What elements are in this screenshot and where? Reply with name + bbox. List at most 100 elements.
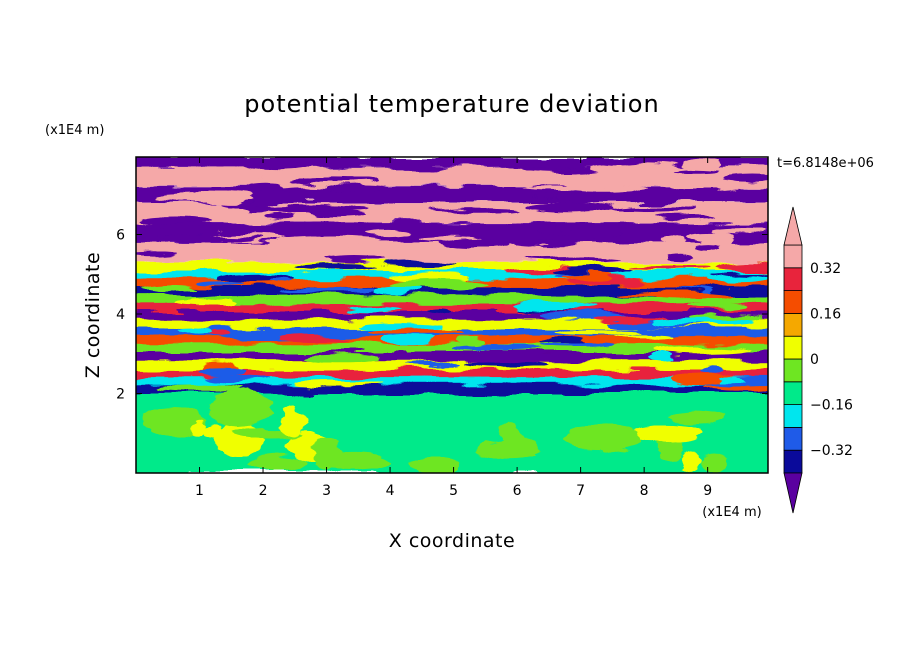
field-blob	[562, 424, 642, 451]
colorbar-label: 0.16	[810, 306, 841, 322]
field-filament	[276, 237, 381, 246]
field-filament	[156, 384, 245, 393]
field-filament	[456, 337, 486, 347]
field-layer	[136, 377, 768, 387]
field-layer	[136, 336, 768, 346]
field-filament	[263, 213, 294, 219]
field-layer	[136, 222, 768, 243]
y-axis-label: Z coordinate	[82, 252, 104, 378]
time-label: t=6.8148e+06	[777, 156, 874, 171]
field-filament	[311, 209, 367, 216]
colorbar-swatch	[783, 358, 803, 383]
field-filament	[480, 252, 511, 259]
field-filament	[330, 340, 383, 350]
field-filament	[653, 346, 754, 355]
x-tick-label: 3	[322, 483, 331, 499]
field-blob	[295, 400, 321, 414]
field-blob	[681, 450, 703, 472]
field-filament	[154, 192, 254, 202]
field-filament	[374, 285, 420, 295]
colorbar-swatch	[783, 312, 803, 337]
field-filament	[711, 227, 768, 235]
field-filament	[348, 306, 400, 312]
field-filament	[520, 185, 616, 191]
field-filament	[136, 251, 178, 257]
x-tick-label: 1	[195, 483, 204, 499]
field-filament	[317, 185, 391, 192]
field-filament	[325, 255, 384, 263]
field-filament	[439, 238, 509, 248]
field-filament	[241, 172, 305, 179]
colorbar-swatch	[783, 244, 803, 269]
field-filament	[535, 227, 626, 237]
field-blob	[656, 434, 684, 461]
field-filament	[389, 278, 491, 289]
field-filament	[698, 366, 725, 375]
field-filament	[464, 359, 551, 367]
y-axis-unit: (x1E4 m)	[45, 123, 104, 138]
field-filament	[197, 367, 246, 377]
field-filament	[140, 215, 212, 224]
field-filament	[406, 361, 460, 368]
field-filament	[615, 334, 674, 339]
field-filament	[177, 327, 211, 334]
field-layer	[136, 352, 768, 362]
field-filament	[197, 281, 244, 286]
colorbar-max-triangle	[783, 206, 803, 246]
x-axis: 1 2 3 4 5 6 7 8 9	[195, 157, 712, 499]
field-blob	[164, 450, 191, 473]
field-layer	[136, 385, 768, 395]
field-filament	[647, 352, 673, 362]
colorbar-swatch	[783, 335, 803, 360]
field-filament	[348, 316, 407, 321]
field-filament	[610, 204, 695, 213]
field-filament	[689, 232, 734, 242]
field-filament	[524, 257, 624, 263]
field-blob	[192, 418, 205, 437]
colorbar-swatch	[783, 290, 803, 314]
field-layer	[136, 311, 768, 321]
field-filament	[379, 334, 436, 344]
colorbar-label: −0.16	[810, 398, 853, 414]
colorbar-swatch	[783, 404, 803, 428]
field-filament	[174, 168, 256, 175]
field-filament	[716, 261, 768, 271]
y-tick-label: 6	[116, 228, 125, 244]
x-tick-label: 7	[576, 483, 585, 499]
x-tick-label: 8	[640, 483, 649, 499]
field-filament	[631, 265, 712, 270]
field-filament	[307, 353, 378, 364]
field-blob	[702, 452, 728, 473]
y-axis: 2 4 6	[116, 228, 768, 403]
field-blob	[312, 436, 341, 472]
field-filament	[662, 234, 689, 244]
field-filament	[563, 272, 612, 280]
field-filament	[371, 296, 430, 301]
field-blob	[209, 389, 272, 428]
field-filament	[687, 302, 746, 310]
field-filament	[365, 327, 467, 335]
x-tick-label: 2	[259, 483, 268, 499]
field-blob	[499, 421, 521, 450]
field-filament	[562, 242, 603, 249]
field-blob	[250, 453, 305, 473]
y-tick-label: 2	[116, 387, 125, 403]
x-axis-unit: (x1E4 m)	[702, 505, 761, 520]
field-blob	[531, 446, 615, 462]
field-blob	[408, 458, 463, 472]
field-filament	[278, 185, 335, 193]
field-filament	[191, 205, 249, 216]
field-filament	[304, 221, 383, 231]
colorbar-swatch	[783, 267, 803, 291]
colorbar-swatch	[783, 449, 803, 474]
x-tick-label: 9	[703, 483, 712, 499]
field-filament	[552, 227, 578, 233]
field-filament	[511, 302, 595, 310]
field-layer	[136, 286, 768, 297]
field-filament	[136, 222, 218, 229]
field-filament	[276, 335, 349, 342]
field-filament	[207, 329, 233, 336]
field-filament	[423, 308, 453, 315]
plot-frame	[135, 156, 769, 474]
